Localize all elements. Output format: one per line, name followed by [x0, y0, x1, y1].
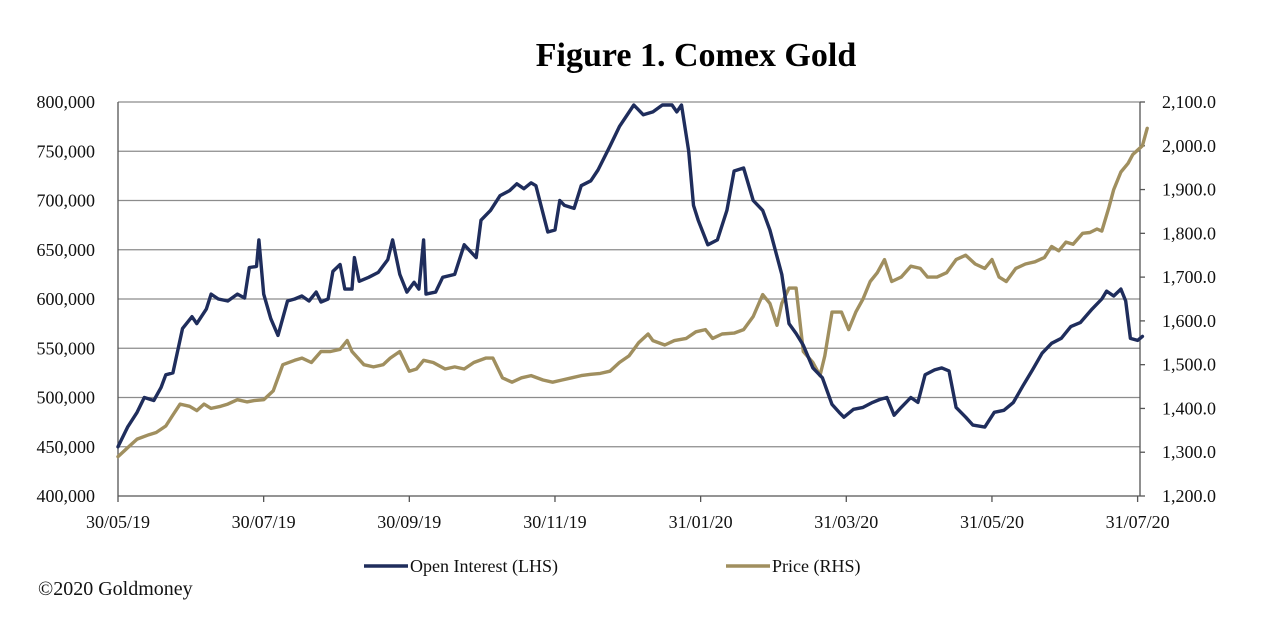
- y-right-tick-label: 2,100.0: [1162, 92, 1216, 112]
- y-right-tick-label: 1,800.0: [1162, 223, 1216, 243]
- x-tick-label: 30/07/19: [232, 512, 296, 532]
- y-left-tick-label: 500,000: [37, 388, 96, 408]
- y-right-tick-label: 1,500.0: [1162, 355, 1216, 375]
- y-right-tick-label: 2,000.0: [1162, 136, 1216, 156]
- y-left-tick-label: 800,000: [37, 92, 96, 112]
- y-right-tick-label: 1,400.0: [1162, 398, 1216, 418]
- gridlines: [118, 101, 1140, 448]
- y-right-tick-label: 1,300.0: [1162, 442, 1216, 462]
- legend-open-interest-label: Open Interest (LHS): [410, 556, 558, 577]
- x-tick-label: 30/09/19: [377, 512, 441, 532]
- y-left-tick-label: 650,000: [37, 240, 96, 260]
- y-left-tick-label: 550,000: [37, 338, 96, 358]
- series-lines: [116, 103, 1149, 459]
- x-tick-label: 31/05/20: [960, 512, 1024, 532]
- y-right-tick-label: 1,600.0: [1162, 311, 1216, 331]
- copyright-text: ©2020 Goldmoney: [38, 578, 193, 600]
- y-left-tick-label: 750,000: [37, 141, 96, 161]
- y-left-tick-label: 450,000: [37, 437, 96, 457]
- y-left-tick-label: 400,000: [37, 486, 96, 506]
- legend-price-label: Price (RHS): [772, 556, 861, 577]
- x-tick-label: 30/11/19: [523, 512, 586, 532]
- y-right-tick-label: 1,700.0: [1162, 267, 1216, 287]
- price-line: [116, 126, 1149, 459]
- open-interest-line: [116, 103, 1145, 449]
- y-left-tick-label: 600,000: [37, 289, 96, 309]
- legend: Open Interest (LHS) Price (RHS): [364, 556, 861, 577]
- y-right-tick-label: 1,200.0: [1162, 486, 1216, 506]
- x-tick-label: 31/03/20: [814, 512, 878, 532]
- x-tick-label: 30/05/19: [86, 512, 150, 532]
- y-left-tick-label: 700,000: [37, 191, 96, 211]
- chart-title: Figure 1. Comex Gold: [536, 37, 857, 74]
- axes: 400,000 450,000 500,000 550,000 600,000 650,0…: [37, 92, 1217, 532]
- y-right-tick-label: 1,900.0: [1162, 180, 1216, 200]
- x-tick-label: 31/07/20: [1106, 512, 1170, 532]
- x-tick-label: 31/01/20: [669, 512, 733, 532]
